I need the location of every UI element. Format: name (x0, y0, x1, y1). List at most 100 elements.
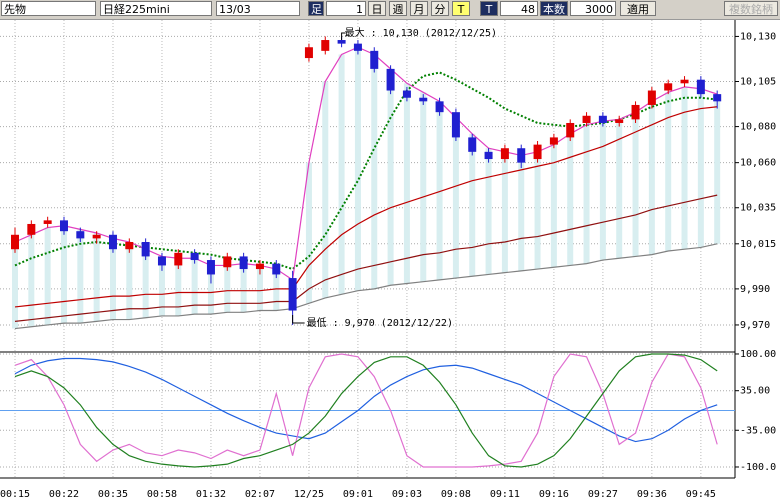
candle-body (549, 137, 558, 145)
count-input[interactable]: 48 (500, 1, 538, 16)
x-tick-label: 00:22 (49, 489, 79, 500)
multi-button[interactable]: 複数銘柄 (724, 1, 778, 16)
candle-body (370, 50, 379, 69)
candle-body (713, 94, 722, 102)
y-tick-label: -35.00 (740, 425, 776, 436)
tick-button[interactable]: T (480, 1, 498, 16)
x-tick-label: 02:07 (245, 489, 275, 500)
annotation-arrow (292, 315, 305, 324)
annotation: 最低 : 9,970 (2012/12/22) (307, 316, 453, 329)
candle-body (92, 234, 101, 239)
candle-body (615, 119, 624, 123)
candle-body (680, 79, 689, 84)
candle-body (206, 260, 215, 275)
y-tick-label: 9,990 (740, 284, 770, 295)
candle-body (337, 40, 346, 44)
candle-body (108, 234, 117, 250)
candle-body (223, 256, 232, 268)
y-tick-label: 100.00 (740, 349, 776, 360)
candle-body (174, 252, 183, 266)
candle-body (451, 112, 460, 138)
bars-input[interactable]: 3000 (570, 1, 616, 16)
period-button[interactable]: 日 (368, 1, 386, 16)
y-tick-label: 10,015 (740, 239, 776, 250)
candle-body (157, 256, 166, 266)
candle-body (27, 223, 36, 235)
candle-body (582, 115, 591, 123)
candle-body (76, 231, 85, 239)
candle-body (125, 242, 134, 250)
candle-body (664, 83, 673, 91)
toolbar: 先物 日経225mini 13/03 足 1 日 週 月 分 T T 48 本数… (0, 0, 780, 20)
candle-body (353, 43, 362, 51)
y-tick-label: 35.00 (740, 386, 770, 397)
annotation: 最大 : 10,130 (2012/12/25) (345, 26, 497, 39)
indicator-line (14, 194, 718, 322)
candle-body (500, 148, 509, 160)
period-button[interactable]: 月 (410, 1, 428, 16)
x-tick-label: 09:03 (392, 489, 422, 500)
candle-body (631, 104, 640, 120)
market-select[interactable]: 先物 (1, 1, 96, 16)
candle-body (304, 47, 313, 59)
candle-body (402, 90, 411, 98)
candle-body (484, 151, 493, 160)
x-tick-label: 09:08 (441, 489, 471, 500)
y-tick-label: -100.0 (740, 462, 776, 473)
candle-body (435, 101, 444, 113)
candle-body (43, 220, 52, 224)
candle-body (468, 137, 477, 152)
x-tick-label: 09:11 (490, 489, 520, 500)
candle-body (598, 115, 607, 123)
indicator-line (14, 353, 718, 468)
y-tick-label: 10,035 (740, 203, 776, 214)
y-tick-label: 10,130 (740, 31, 776, 42)
candle-body (517, 148, 526, 163)
candle-body (11, 234, 19, 250)
x-tick-label: 09:45 (686, 489, 716, 500)
candle-body (239, 256, 248, 270)
candle-body (696, 79, 705, 95)
candle-body (141, 242, 150, 257)
candle-body (321, 40, 330, 51)
bar-size-input[interactable]: 1 (326, 1, 366, 16)
candle-body (419, 97, 428, 102)
candle-body (190, 252, 199, 261)
indicator-line (14, 357, 718, 443)
x-tick-label: 01:32 (196, 489, 226, 500)
period-button[interactable]: 週 (389, 1, 407, 16)
candle-body (272, 263, 281, 275)
annotation-arrow (341, 32, 346, 40)
count-label: 本数 (540, 1, 568, 16)
y-tick-label: 9,970 (740, 320, 770, 331)
candle-body (533, 144, 542, 160)
y-tick-label: 10,080 (740, 122, 776, 133)
candle-body (386, 68, 395, 91)
candle-body (255, 263, 264, 270)
indicator-line (14, 243, 718, 330)
indicator-line (14, 106, 718, 308)
x-tick-label: 00:58 (147, 489, 177, 500)
x-tick-label: 09:01 (343, 489, 373, 500)
apply-button[interactable]: 適用 (620, 1, 656, 16)
candle-body (647, 90, 656, 105)
symbol-select[interactable]: 日経225mini (100, 1, 212, 16)
contract-select[interactable]: 13/03 (216, 1, 300, 16)
y-tick-label: 10,060 (740, 158, 776, 169)
x-tick-label: 00:15 (0, 489, 30, 500)
candle-body (288, 278, 297, 311)
x-tick-label: 09:36 (637, 489, 667, 500)
x-tick-label: 00:35 (98, 489, 128, 500)
indicator-line (14, 353, 718, 468)
x-tick-label: 12/25 (294, 489, 324, 500)
y-tick-label: 10,105 (740, 77, 776, 88)
x-tick-label: 09:16 (539, 489, 569, 500)
period-button[interactable]: 分 (431, 1, 449, 16)
candle-body (566, 122, 575, 138)
bar-button[interactable]: 足 (308, 1, 324, 16)
tick-button[interactable]: T (452, 1, 470, 16)
candle-body (59, 220, 68, 232)
x-tick-label: 09:27 (588, 489, 618, 500)
